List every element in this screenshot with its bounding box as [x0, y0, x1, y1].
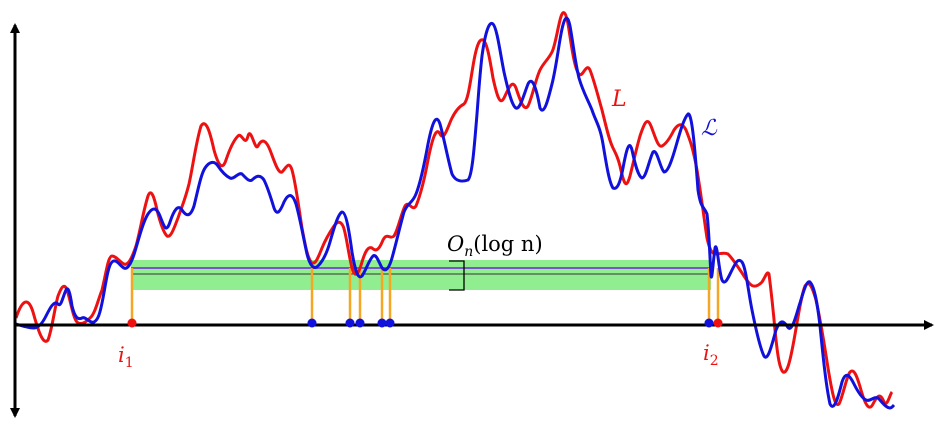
blue-dot [385, 318, 395, 328]
blue-dot [704, 318, 714, 328]
big-o-argument: (log n) [473, 232, 542, 256]
red-curve-L [14, 11, 894, 409]
red-dot-i1 [127, 318, 137, 328]
red-dot-i2 [713, 318, 723, 328]
blue-dot [355, 318, 365, 328]
label-i1-base: i [118, 343, 125, 367]
bracket [449, 260, 465, 291]
blue-dot [345, 318, 355, 328]
big-o-letter: O [447, 232, 464, 256]
axis-dots [127, 318, 723, 328]
label-i1: i1 [118, 343, 134, 371]
label-big-o: On(log n) [447, 232, 543, 260]
blue-curve-script-L [15, 16, 896, 410]
label-i2-sub: 2 [710, 353, 719, 369]
label-i1-sub: 1 [125, 355, 134, 371]
blue-dot [307, 318, 317, 328]
label-i2: i2 [703, 341, 719, 369]
label-i2-base: i [703, 341, 710, 365]
label-script-L: ℒ [701, 116, 718, 141]
green-band [131, 260, 711, 290]
label-L: L [611, 87, 627, 112]
blue-dot [377, 318, 387, 328]
big-o-subscript: n [464, 244, 473, 260]
